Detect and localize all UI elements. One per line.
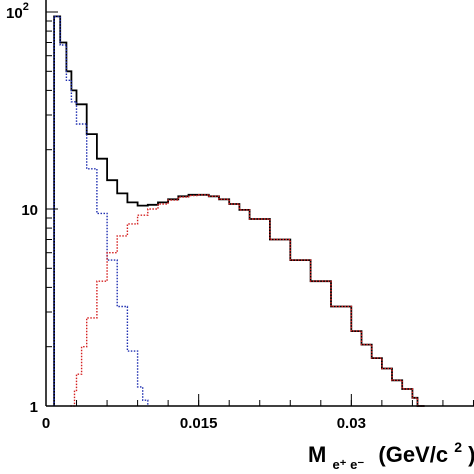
y-tick-label: 10 — [21, 202, 38, 219]
y-tick-label-base: 10 — [6, 5, 23, 22]
y-tick-label: 1 — [30, 399, 38, 416]
x-tick-label: 0 — [42, 415, 50, 432]
x-axis-title-sub: e⁺ e⁻ — [332, 457, 364, 472]
svg-text:M e⁺ e⁻ (GeV/c: M e⁺ e⁻ (GeV/c 2 ) — [308, 432, 474, 474]
series-2-histogram — [70, 194, 425, 407]
x-axis-title-unit: (GeV/c — [378, 442, 448, 467]
x-tick-label: 0.03 — [337, 415, 366, 432]
series-1-histogram — [53, 15, 149, 406]
series-0-histogram — [53, 15, 425, 407]
x-axis-title-unit-sup: 2 — [454, 439, 462, 455]
axes-layer — [45, 0, 474, 407]
y-tick-label: 102 — [6, 1, 29, 22]
y-tick-label-exponent: 2 — [23, 1, 29, 13]
x-axis-title-unit-end: ) — [468, 442, 474, 467]
series-layer — [53, 15, 425, 407]
x-tick-label: 0.015 — [180, 415, 218, 432]
x-axis-title-main: M — [308, 442, 326, 467]
x-axis-title: M e⁺ e⁻ (GeV/c 2 ) — [308, 432, 474, 474]
